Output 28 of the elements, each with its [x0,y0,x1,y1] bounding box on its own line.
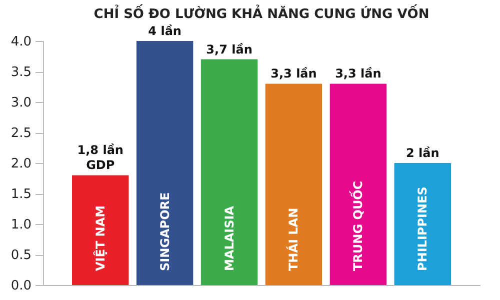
chart-title: CHỈ SỐ ĐO LƯỜNG KHẢ NĂNG CUNG ỨNG VỐN [94,4,430,22]
y-tick-label: 2.0 [10,156,32,172]
y-tick-label: 3.5 [10,65,32,80]
y-tick-label: 0.0 [10,278,32,294]
bar [200,59,258,285]
y-tick-label: 0.5 [10,248,32,263]
data-label: 3,7 lần [206,42,252,56]
x-tick-label: THÁI LAN [286,208,301,271]
y-tick-label: 3.0 [10,96,32,110]
y-tick-label: 4.0 [10,34,32,50]
x-tick-label: VIỆT NAM [92,205,108,271]
y-tick-label: 1.5 [10,187,32,202]
bar [136,41,194,285]
data-label: 3,3 lần [335,66,382,81]
y-tick-label: 1.0 [10,218,32,232]
bar [330,84,387,285]
bar [394,163,451,285]
x-tick-label: TRUNG QUỐC [349,180,366,271]
bar [265,84,322,285]
x-tick-label: SINGAPORE [158,192,172,271]
data-label: 3,3 lần [270,66,317,81]
data-label: 4 lần [148,24,182,38]
x-tick-label: PHILIPPINES [416,186,430,271]
data-label: 2 lần [406,146,440,160]
y-tick-label: 2.5 [10,126,32,141]
bar [72,175,129,285]
x-tick-label: MALAISIA [222,205,236,271]
data-label: 1,8 lần GDP [77,143,124,172]
